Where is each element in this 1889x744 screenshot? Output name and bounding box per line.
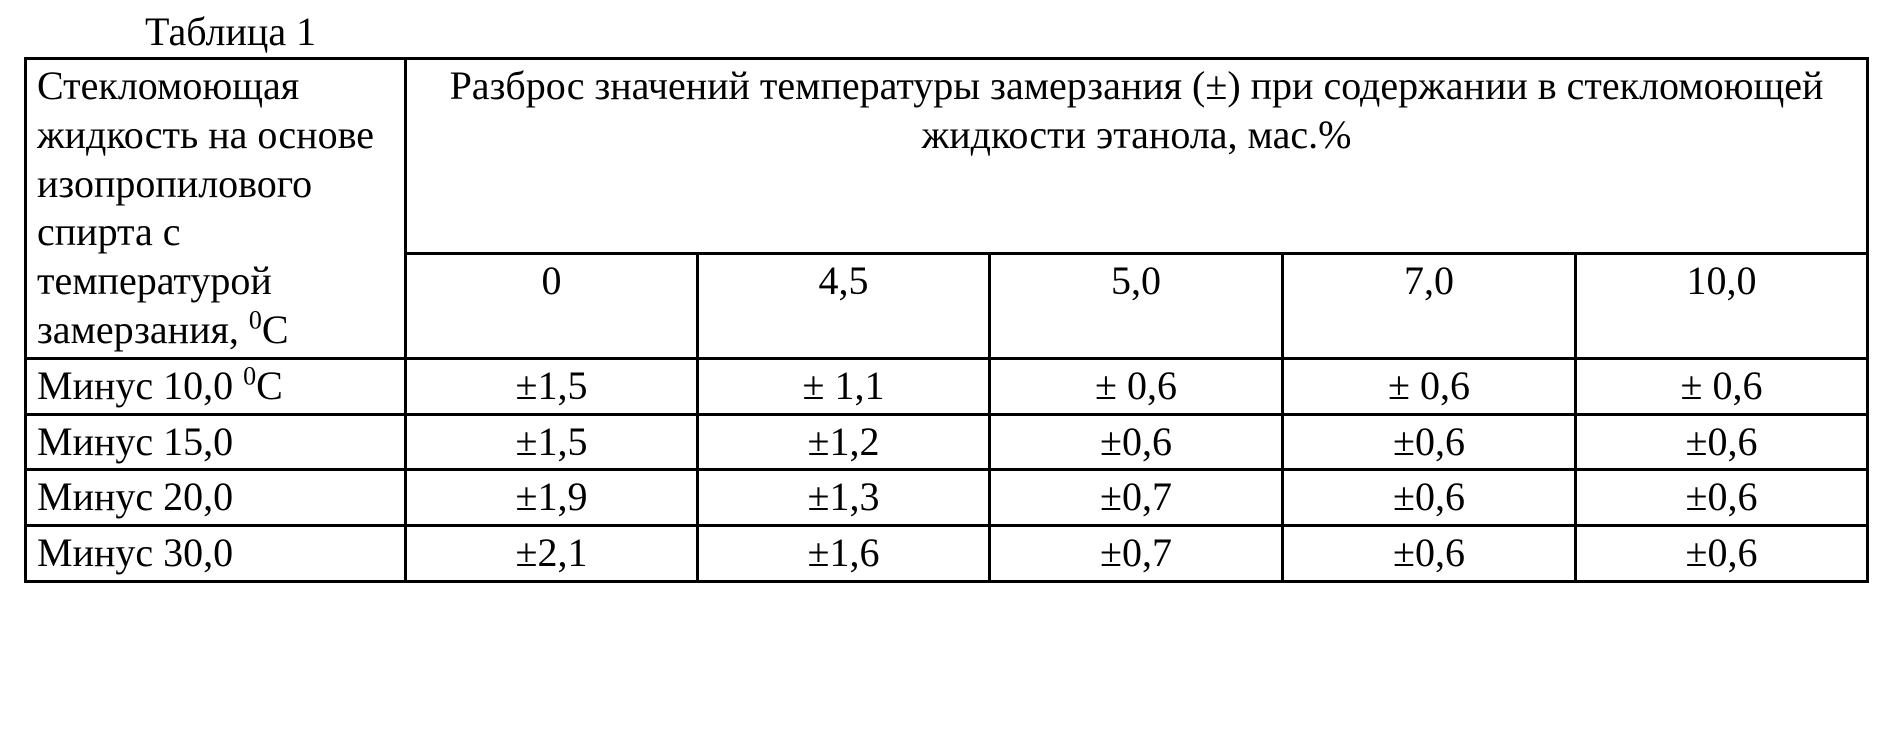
table-cell: ± 1,1: [698, 358, 990, 414]
table-cell: ±0,7: [990, 526, 1283, 582]
data-table: Стекломоющая жидкость на основе изопропи…: [24, 57, 1869, 583]
table-row: Минус 10,0 0С ±1,5 ± 1,1 ± 0,6 ± 0,6 ± 0…: [26, 358, 1868, 414]
table-cell: ±0,6: [1283, 526, 1576, 582]
table-cell: ±1,6: [698, 526, 990, 582]
table-cell: ±1,5: [406, 414, 698, 470]
row-label: Минус 15,0: [26, 414, 406, 470]
table-cell: ±1,2: [698, 414, 990, 470]
table-cell: ±0,6: [1576, 470, 1868, 526]
col-header: 0: [406, 254, 698, 358]
table-row: Минус 15,0 ±1,5 ±1,2 ±0,6 ±0,6 ±0,6: [26, 414, 1868, 470]
table-cell: ±2,1: [406, 526, 698, 582]
col-header: 5,0: [990, 254, 1283, 358]
table-cell: ±0,7: [990, 470, 1283, 526]
col-header: 7,0: [1283, 254, 1576, 358]
table-cell: ± 0,6: [1576, 358, 1868, 414]
row-label: Минус 10,0 0С: [26, 358, 406, 414]
table-row: Минус 30,0 ±2,1 ±1,6 ±0,7 ±0,6 ±0,6: [26, 526, 1868, 582]
table-cell: ±1,5: [406, 358, 698, 414]
table-cell: ±0,6: [1283, 470, 1576, 526]
col-header: 4,5: [698, 254, 990, 358]
table-row: Минус 20,0 ±1,9 ±1,3 ±0,7 ±0,6 ±0,6: [26, 470, 1868, 526]
table-cell: ±1,3: [698, 470, 990, 526]
row-label: Минус 30,0: [26, 526, 406, 582]
table-cell: ±0,6: [990, 414, 1283, 470]
table-cell: ±1,9: [406, 470, 698, 526]
table-caption: Таблица 1: [145, 8, 1889, 55]
col-header: 10,0: [1576, 254, 1868, 358]
table-cell: ±0,6: [1576, 414, 1868, 470]
page: Таблица 1 Стекломоющая жидкость на основ…: [0, 0, 1889, 744]
row-header-title: Стекломоющая жидкость на основе изопропи…: [26, 59, 406, 359]
row-label: Минус 20,0: [26, 470, 406, 526]
table-cell: ± 0,6: [1283, 358, 1576, 414]
table-header-row-1: Стекломоющая жидкость на основе изопропи…: [26, 59, 1868, 254]
table-cell: ±0,6: [1283, 414, 1576, 470]
table-cell: ±0,6: [1576, 526, 1868, 582]
span-header: Разброс значений температуры замерзания …: [406, 59, 1868, 254]
table-cell: ± 0,6: [990, 358, 1283, 414]
